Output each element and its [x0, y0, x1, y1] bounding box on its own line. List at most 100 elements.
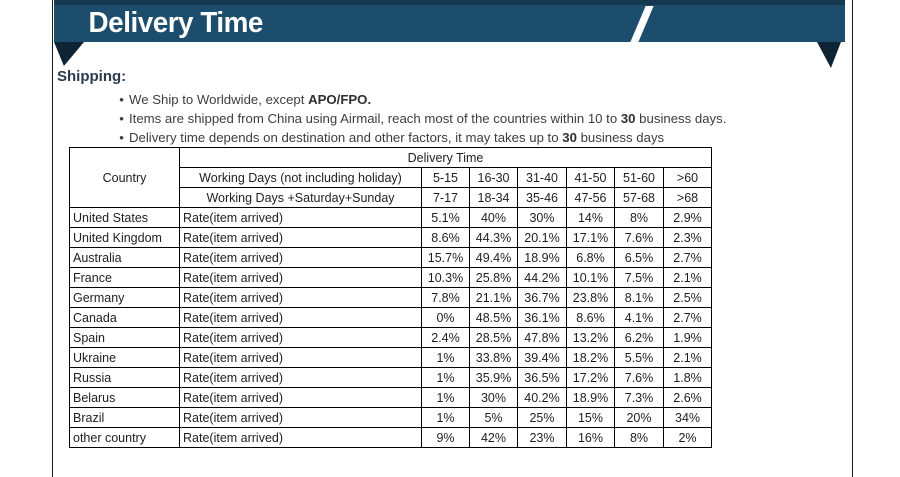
value-cell: 15%: [566, 407, 615, 428]
bullet-text-pre: We Ship to Worldwide, except: [129, 92, 309, 107]
value-cell: 4.1%: [614, 307, 664, 328]
banner-title: Delivery Time: [88, 7, 264, 39]
value-cell: 20%: [614, 407, 664, 428]
bullet-text-post: business days.: [635, 111, 727, 126]
country-cell: other country: [69, 427, 180, 448]
value-cell: 25%: [517, 407, 567, 428]
range-cell: 41-50: [566, 167, 615, 188]
value-cell: 2.5%: [662, 287, 713, 308]
value-cell: 5%: [469, 407, 518, 428]
value-cell: 47.8%: [517, 327, 567, 348]
value-cell: 1.9%: [662, 327, 713, 348]
value-cell: 8.1%: [614, 287, 664, 308]
rate-cell: Rate(item arrived): [179, 347, 422, 368]
bullet-text-pre: Delivery time depends on destination and…: [129, 130, 563, 145]
country-cell: Germany: [69, 287, 180, 308]
value-cell: 2.1%: [662, 267, 713, 288]
value-cell: 8%: [614, 427, 664, 448]
shipping-bullet-list: • We Ship to Worldwide, except APO/FPO. …: [53, 90, 852, 147]
range-cell: 7-17: [421, 187, 470, 208]
country-cell: Canada: [69, 307, 180, 328]
value-cell: 9%: [421, 427, 470, 448]
banner-fold-right: [817, 42, 841, 68]
value-cell: 40.2%: [517, 387, 567, 408]
country-cell: United States: [69, 207, 180, 228]
working-days-weekend-label-cell: Working Days +Saturday+Sunday: [179, 187, 422, 208]
rate-cell: Rate(item arrived): [179, 227, 422, 248]
bullet-text: Items are shipped from China using Airma…: [129, 109, 726, 128]
banner-fold-left: [54, 42, 84, 66]
range-cell: 47-56: [566, 187, 615, 208]
delivery-time-table: Country Delivery Time Working Days (not …: [69, 147, 713, 448]
value-cell: 10.3%: [421, 267, 470, 288]
country-cell: Brazil: [69, 407, 180, 428]
bullet-text-post: business days: [576, 130, 665, 145]
value-cell: 7.6%: [614, 227, 664, 248]
rate-cell: Rate(item arrived): [179, 307, 422, 328]
value-cell: 36.1%: [517, 307, 567, 328]
shipping-heading: Shipping:: [57, 68, 127, 85]
content-frame: Delivery Time Shipping: • We Ship to Wor…: [52, 0, 853, 477]
value-cell: 2.7%: [662, 307, 713, 328]
value-cell: 2.3%: [662, 227, 713, 248]
value-cell: 18.9%: [566, 387, 615, 408]
value-cell: 33.8%: [469, 347, 518, 368]
bullet-dot-icon: •: [119, 130, 124, 145]
rate-cell: Rate(item arrived): [179, 267, 422, 288]
value-cell: 17.1%: [566, 227, 615, 248]
value-cell: 17.2%: [566, 367, 615, 388]
table-header-row-group: Country Delivery Time: [69, 147, 713, 208]
range-cell: 5-15: [421, 167, 470, 188]
table-row: Germany Rate(item arrived) 7.8% 21.1% 36.7% 2…: [69, 287, 713, 308]
rate-cell: Rate(item arrived): [179, 287, 422, 308]
country-cell: Spain: [69, 327, 180, 348]
table-body: Country Delivery Time Working Days (not …: [69, 147, 713, 448]
value-cell: 6.8%: [566, 247, 615, 268]
value-cell: 1%: [421, 347, 470, 368]
bullet-text: Delivery time depends on destination and…: [129, 128, 664, 147]
value-cell: 1%: [421, 367, 470, 388]
value-cell: 18.2%: [566, 347, 615, 368]
table-row: Canada Rate(item arrived) 0% 48.5% 36.1% 8.6%…: [69, 307, 713, 328]
value-cell: 8.6%: [566, 307, 615, 328]
value-cell: 36.5%: [517, 367, 567, 388]
working-days-label-cell: Working Days (not including holiday): [179, 167, 422, 188]
bullet-text-pre: Items are shipped from China using Airma…: [129, 111, 621, 126]
value-cell: 2.4%: [421, 327, 470, 348]
rate-cell: Rate(item arrived): [179, 407, 422, 428]
value-cell: 7.6%: [614, 367, 664, 388]
range-cell: 18-34: [469, 187, 518, 208]
value-cell: 40%: [469, 207, 518, 228]
value-cell: 23.8%: [566, 287, 615, 308]
table-row: United Kingdom Rate(item arrived) 8.6% 44.3…: [69, 227, 713, 248]
rate-cell: Rate(item arrived): [179, 207, 422, 228]
value-cell: 7.8%: [421, 287, 470, 308]
value-cell: 49.4%: [469, 247, 518, 268]
range-cell: 16-30: [469, 167, 518, 188]
value-cell: 44.2%: [517, 267, 567, 288]
bullet-dot-icon: •: [119, 111, 124, 126]
value-cell: 1%: [421, 387, 470, 408]
value-cell: 1.8%: [662, 367, 713, 388]
value-cell: 5.1%: [421, 207, 470, 228]
country-cell: Belarus: [69, 387, 180, 408]
value-cell: 2%: [662, 427, 713, 448]
rate-cell: Rate(item arrived): [179, 327, 422, 348]
value-cell: 7.5%: [614, 267, 664, 288]
value-cell: 25.8%: [469, 267, 518, 288]
value-cell: 0%: [421, 307, 470, 328]
country-cell: France: [69, 267, 180, 288]
value-cell: 18.9%: [517, 247, 567, 268]
value-cell: 14%: [566, 207, 615, 228]
value-cell: 6.5%: [614, 247, 664, 268]
rate-cell: Rate(item arrived): [179, 367, 422, 388]
value-cell: 13.2%: [566, 327, 615, 348]
range-cell: 35-46: [517, 187, 567, 208]
table-row: Brazil Rate(item arrived) 1% 5% 25% 15% 20% 34%: [69, 407, 713, 428]
value-cell: 48.5%: [469, 307, 518, 328]
value-cell: 2.7%: [662, 247, 713, 268]
value-cell: 15.7%: [421, 247, 470, 268]
value-cell: 10.1%: [566, 267, 615, 288]
value-cell: 8%: [614, 207, 664, 228]
table-row: Australia Rate(item arrived) 15.7% 49.4% 18.…: [69, 247, 713, 268]
